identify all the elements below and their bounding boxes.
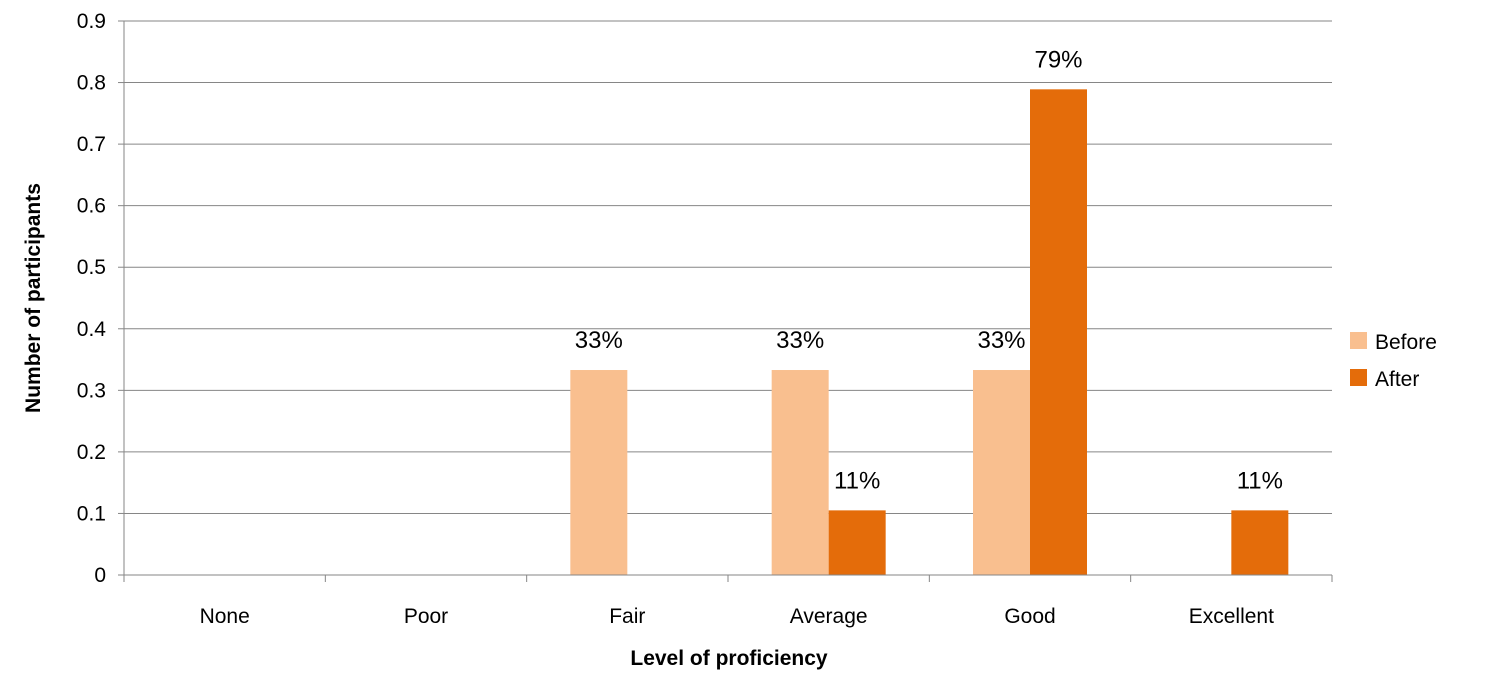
data-label-before-average: 33% <box>776 327 824 354</box>
y-axis-title: Number of participants <box>22 183 45 413</box>
y-tick-label: 0.4 <box>77 318 107 341</box>
y-tick-label: 0.2 <box>77 441 106 464</box>
y-tick-label: 0.5 <box>77 256 106 279</box>
data-label-after-average: 11% <box>834 467 880 494</box>
data-label-before-fair: 33% <box>575 327 623 354</box>
bar-after-good <box>1030 89 1087 576</box>
x-tick-label: Fair <box>609 605 645 628</box>
legend-swatch-before <box>1350 332 1367 349</box>
y-tick-label: 0 <box>94 564 106 587</box>
data-label-after-excellent: 11% <box>1237 467 1283 494</box>
data-label-before-good: 33% <box>977 327 1025 354</box>
x-tick-label: Good <box>1004 605 1055 628</box>
bars <box>570 89 1289 576</box>
legend-swatch-after <box>1350 369 1367 386</box>
y-tick-label: 0.3 <box>77 379 106 402</box>
data-label-after-good: 79% <box>1034 46 1082 73</box>
y-axis-ticks: 0 0.1 0.2 0.3 0.4 0.5 0.6 0.7 0.8 0.9 <box>77 10 125 587</box>
x-tick-label: Excellent <box>1189 605 1274 628</box>
y-tick-label: 0.9 <box>77 10 106 33</box>
y-tick-label: 0.8 <box>77 72 106 95</box>
legend-label-before: Before <box>1375 331 1437 354</box>
legend: Before After <box>1350 331 1437 391</box>
x-axis: None Poor Fair Average Good Excellent <box>123 574 1333 628</box>
bar-before-good <box>973 370 1030 575</box>
x-axis-title: Level of proficiency <box>630 647 828 670</box>
bar-before-fair <box>570 370 628 575</box>
x-tick-label: None <box>200 605 250 628</box>
gridlines <box>124 20 1332 514</box>
legend-label-after: After <box>1375 368 1419 391</box>
bar-after-excellent <box>1231 510 1289 575</box>
y-tick-label: 0.6 <box>77 195 106 218</box>
data-labels: 33% 33% 11% 33% 79% 11% <box>575 46 1283 494</box>
y-tick-label: 0.7 <box>77 133 106 156</box>
y-tick-label: 0.1 <box>77 502 106 525</box>
bar-before-average <box>771 370 829 575</box>
bar-after-average <box>828 510 886 575</box>
x-tick-label: Average <box>790 605 868 628</box>
x-tick-label: Poor <box>404 605 448 628</box>
